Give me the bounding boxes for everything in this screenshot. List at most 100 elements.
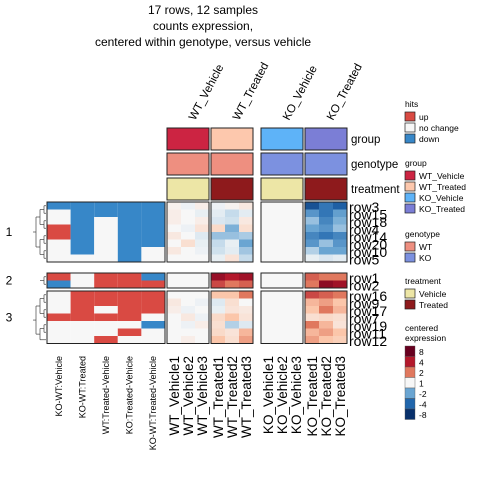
- heat-cell-row16-KO_Vehicle1: [261, 291, 276, 299]
- heat-cell-row16-WT_Treated2: [225, 291, 240, 299]
- heat-cell-row16-WT_Treated3: [239, 291, 254, 299]
- hit-cell-row15-2: [94, 209, 118, 217]
- heat-cell-row1-WT_Vehicle1: [167, 273, 182, 281]
- col-label-KO_Treated3: KO_Treated3: [333, 356, 348, 437]
- heat-cell-row3-KO_Treated2: [319, 202, 334, 210]
- heat-cell-row11-KO_Vehicle3: [289, 328, 304, 336]
- heat-cell-row3-KO_Treated3: [333, 202, 348, 210]
- heat-cell-row5-WT_Vehicle2: [181, 254, 196, 262]
- heat-cell-row16-WT_Vehicle1: [167, 291, 182, 299]
- legend-expression-title-1: centered: [405, 323, 438, 333]
- heat-cell-row16-KO_Treated2: [319, 291, 334, 299]
- heat-cell-row7-WT_Vehicle1: [167, 313, 182, 321]
- hit-cell-row5-3: [117, 254, 142, 262]
- heat-cell-row12-KO_Vehicle3: [289, 336, 304, 344]
- hit-cell-row9-4: [141, 298, 165, 306]
- heat-cell-row11-WT_Vehicle1: [167, 328, 182, 336]
- heat-cell-row20-KO_Treated1: [305, 239, 320, 247]
- heat-cell-row2-WT_Vehicle3: [195, 280, 210, 288]
- hit-cell-row5-1: [70, 254, 95, 262]
- row-label-row20: row20: [349, 237, 387, 253]
- col-label-KO_Vehicle1: KO_Vehicle1: [261, 356, 276, 434]
- heat-cell-row20-WT_Treated1: [211, 239, 226, 247]
- heat-cell-row11-KO_Vehicle2: [275, 328, 290, 336]
- legend-expression-label-4: -2: [419, 389, 427, 399]
- heat-cell-row9-WT_Treated1: [211, 298, 226, 306]
- heat-cell-row17-KO_Treated2: [319, 306, 334, 314]
- column-group-labels: WT_Vehicle WT_Treated KO_Vehicle KO_Treated: [187, 61, 365, 123]
- legend-title-treatment: treatment: [405, 276, 442, 286]
- heat-cell-row14-WT_Vehicle3: [195, 232, 210, 240]
- heat-cell-row4-KO_Treated1: [305, 224, 320, 232]
- heat-cell-row4-WT_Treated2: [225, 224, 240, 232]
- heat-cell-row20-WT_Vehicle2: [181, 239, 196, 247]
- heat-cell-row16-WT_Vehicle2: [181, 291, 196, 299]
- heat-cell-row1-KO_Vehicle2: [275, 273, 290, 281]
- heat-cell-row3-WT_Treated1: [211, 202, 226, 210]
- hit-cell-row18-0: [47, 217, 71, 225]
- legend-swatch-hits-2: [404, 133, 416, 144]
- heat-cell-row4-WT_Treated3: [239, 224, 254, 232]
- legend-swatch-hits-1: [404, 122, 416, 133]
- legend-entry-treatment-0: Vehicle: [419, 289, 447, 299]
- heat-cell-row4-KO_Vehicle2: [275, 224, 290, 232]
- heat-cell-row2-KO_Vehicle2: [275, 280, 290, 288]
- hit-cell-row12-1: [70, 336, 95, 344]
- heat-cell-row12-KO_Treated1: [305, 336, 320, 344]
- row-label-row9: row9: [349, 296, 380, 312]
- hit-cell-row19-3: [117, 321, 142, 329]
- heat-cell-row20-KO_Vehicle2: [275, 239, 290, 247]
- heat-cell-row15-KO_Vehicle1: [261, 209, 276, 217]
- heat-cell-row3-KO_Treated1: [305, 202, 320, 210]
- ann-label-group: group: [351, 134, 380, 146]
- title-line-3: centered within genotype, versus vehicle: [95, 35, 311, 49]
- heat-cell-row17-WT_Vehicle2: [181, 306, 196, 314]
- heat-cell-row4-KO_Treated2: [319, 224, 334, 232]
- heat-cell-row9-WT_Vehicle2: [181, 298, 196, 306]
- legend-expression-swatch-3: [404, 377, 416, 389]
- hit-cell-row12-2: [94, 336, 118, 344]
- hit-col-label-2: WT:Treated-Vehicle: [101, 356, 111, 434]
- hit-cell-row10-4: [141, 247, 165, 255]
- heat-block-1-0: [166, 201, 210, 263]
- hit-cell-row17-2: [94, 306, 118, 314]
- heat-block-1-3: [304, 201, 348, 263]
- hit-cell-row18-2: [94, 217, 118, 225]
- heat-cell-row2-KO_Treated3: [333, 280, 348, 288]
- heat-cell-row19-KO_Vehicle2: [275, 321, 290, 329]
- heat-cell-row2-WT_Vehicle2: [181, 280, 196, 288]
- hit-cell-row1-1: [70, 273, 95, 281]
- heat-cell-row3-KO_Vehicle2: [275, 202, 290, 210]
- cluster-label-1: 1: [6, 225, 13, 239]
- hit-cell-row17-0: [47, 306, 71, 314]
- hit-col-label-4: KO-WT:Treated-Vehicle: [148, 356, 158, 450]
- heat-cell-row20-WT_Vehicle3: [195, 239, 210, 247]
- heat-cell-row4-WT_Vehicle2: [181, 224, 196, 232]
- heat-cell-row4-WT_Vehicle1: [167, 224, 182, 232]
- heat-cell-row1-KO_Treated3: [333, 273, 348, 281]
- group-label-WT_Treated: WT_Treated: [231, 61, 271, 123]
- expression-heatmap: [166, 201, 348, 344]
- col-label-KO_Treated2: KO_Treated2: [319, 356, 334, 437]
- heat-cell-row17-WT_Vehicle3: [195, 306, 210, 314]
- legend-expression-swatch-5: [404, 398, 416, 410]
- heat-cell-row19-WT_Vehicle2: [181, 321, 196, 329]
- legend-swatch-treatment-0: [404, 288, 416, 299]
- ann-treatment-KO_Treated: [304, 177, 348, 201]
- heat-cell-row2-WT_Vehicle1: [167, 280, 182, 288]
- heat-cell-row19-KO_Treated3: [333, 321, 348, 329]
- ann-group-KO_Treated: [304, 127, 348, 151]
- heat-cell-row7-KO_Treated3: [333, 313, 348, 321]
- col-label-KO_Vehicle2: KO_Vehicle2: [275, 356, 290, 434]
- ann-group-KO_Vehicle: [260, 127, 304, 151]
- hit-cell-row14-4: [141, 232, 165, 240]
- legend-expression-swatch-6: [404, 408, 416, 420]
- heat-cell-row17-KO_Vehicle2: [275, 306, 290, 314]
- heat-cell-row11-KO_Treated3: [333, 328, 348, 336]
- heat-cell-row9-KO_Vehicle1: [261, 298, 276, 306]
- hit-cell-row17-3: [117, 306, 142, 314]
- hit-cell-row20-1: [70, 239, 95, 247]
- hit-col-label-0: KO-WT:Vehicle: [54, 356, 64, 417]
- legend-title-group: group: [405, 158, 427, 168]
